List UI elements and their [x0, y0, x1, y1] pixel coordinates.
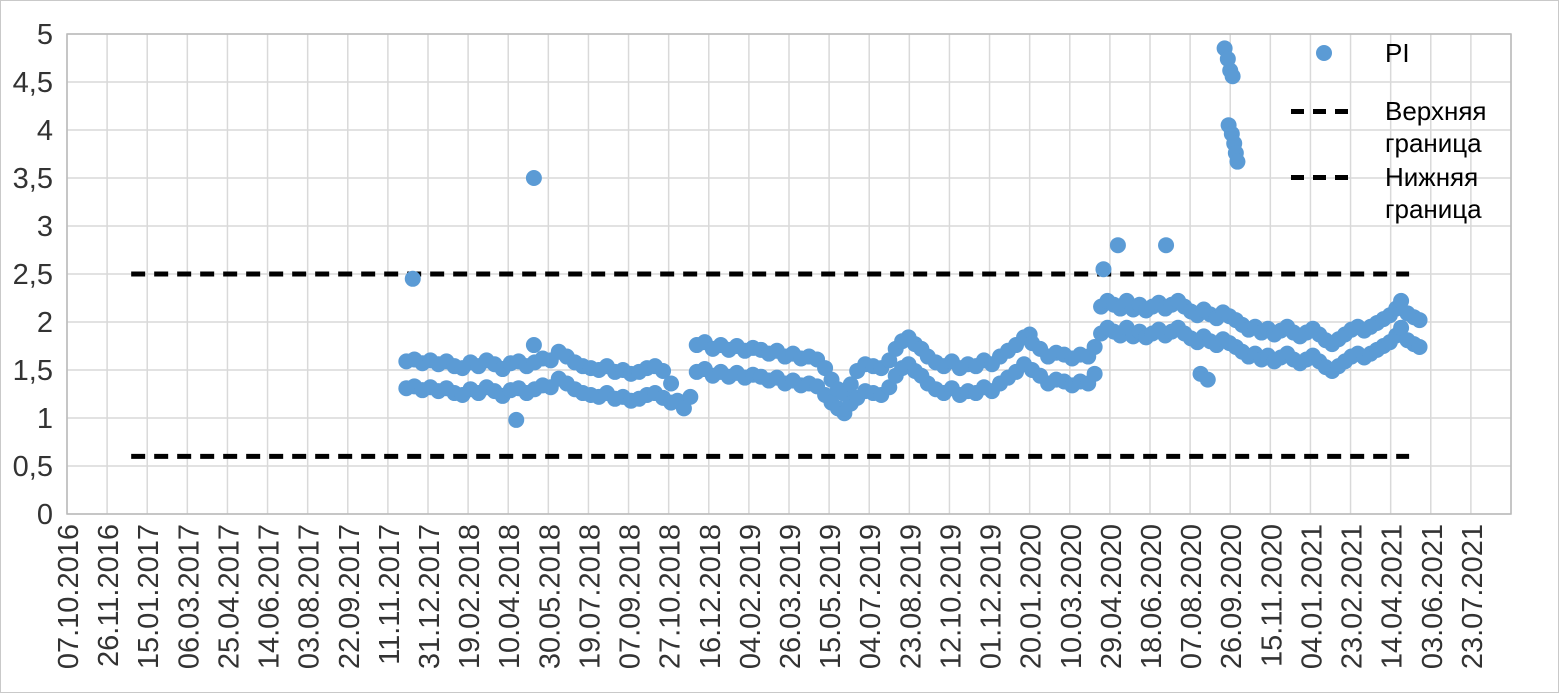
x-tick-label: 15.01.2017 — [133, 524, 165, 669]
x-tick-label: 14.06.2017 — [254, 524, 286, 669]
pi-data-point[interactable] — [1224, 68, 1241, 85]
pi-data-point[interactable] — [1095, 261, 1112, 278]
y-tick-label: 4 — [37, 115, 53, 147]
pi-data-point[interactable] — [1393, 292, 1410, 309]
legend-label-upper-line1: Верхняя — [1385, 96, 1487, 126]
x-tick-label: 29.04.2020 — [1096, 524, 1128, 669]
y-tick-label: 4,5 — [13, 67, 53, 99]
x-tick-label: 26.03.2019 — [775, 524, 807, 669]
pi-data-point[interactable] — [1086, 338, 1103, 355]
y-tick-label: 3 — [37, 211, 53, 243]
x-tick-label: 04.07.2019 — [855, 524, 887, 669]
pi-data-point[interactable] — [1086, 365, 1103, 382]
x-tick-label: 19.02.2018 — [454, 524, 486, 669]
x-tick-label: 23.08.2019 — [895, 524, 927, 669]
x-tick-label: 15.11.2020 — [1256, 524, 1288, 667]
legend-item-upper-bound[interactable]: Верхняя граница — [1291, 95, 1487, 159]
x-tick-label: 26.09.2020 — [1216, 524, 1248, 669]
y-tick-label: 2,5 — [13, 259, 53, 291]
x-tick-label: 23.07.2021 — [1457, 524, 1489, 669]
pi-data-point[interactable] — [508, 411, 525, 428]
x-tick-label: 31.12.2017 — [414, 524, 446, 669]
legend-label-lower-line1: Нижняя — [1385, 162, 1479, 192]
pi-data-point[interactable] — [663, 375, 680, 392]
pi-data-point[interactable] — [682, 388, 699, 405]
x-tick-label: 10.03.2020 — [1056, 524, 1088, 669]
x-tick-label: 03.06.2021 — [1417, 524, 1449, 669]
x-tick-label: 30.05.2018 — [534, 524, 566, 669]
legend: PI Верхняя граница Нижняя граница — [1291, 37, 1487, 225]
y-tick-label: 2 — [37, 307, 53, 339]
y-tick-label: 5 — [37, 19, 53, 51]
pi-data-point[interactable] — [1229, 153, 1246, 170]
dashed-line-icon — [1291, 108, 1357, 114]
legend-key-upper-bound — [1291, 95, 1357, 127]
legend-key-pi — [1291, 37, 1357, 69]
y-tick-label: 0 — [37, 499, 53, 531]
x-tick-label: 20.01.2020 — [1016, 524, 1048, 669]
pi-data-point[interactable] — [1109, 237, 1126, 254]
pi-data-point[interactable] — [1411, 338, 1428, 355]
x-tick-label: 27.10.2018 — [655, 524, 687, 669]
x-tick-label: 16.12.2018 — [695, 524, 727, 669]
x-tick-label: 25.04.2017 — [213, 524, 245, 669]
x-tick-label: 07.08.2020 — [1176, 524, 1208, 669]
pi-data-point[interactable] — [525, 337, 542, 354]
pi-data-point[interactable] — [404, 270, 421, 287]
x-tick-label: 07.09.2018 — [615, 524, 647, 669]
legend-label-lower-bound: Нижняя граница — [1385, 161, 1482, 225]
pi-data-point[interactable] — [663, 394, 680, 411]
x-tick-label: 19.07.2018 — [574, 524, 606, 669]
pi-data-point[interactable] — [1411, 312, 1428, 329]
x-tick-label: 03.08.2017 — [294, 524, 326, 669]
x-tick-label: 11.11.2017 — [374, 524, 406, 665]
x-tick-label: 18.06.2020 — [1136, 524, 1168, 669]
x-tick-label: 01.12.2019 — [976, 524, 1008, 669]
legend-label-pi: PI — [1385, 38, 1410, 68]
pi-data-point[interactable] — [655, 362, 672, 379]
legend-item-lower-bound[interactable]: Нижняя граница — [1291, 161, 1487, 225]
y-tick-label: 0,5 — [13, 451, 53, 483]
x-tick-label: 06.03.2017 — [173, 524, 205, 669]
legend-label-upper-bound: Верхняя граница — [1385, 95, 1487, 159]
pi-data-point[interactable] — [842, 376, 859, 393]
legend-label-upper-line2: граница — [1385, 128, 1482, 158]
x-tick-label: 15.05.2019 — [815, 524, 847, 669]
y-tick-label: 1,5 — [13, 355, 53, 387]
x-tick-label: 04.01.2021 — [1296, 524, 1328, 669]
legend-label-lower-line2: граница — [1385, 194, 1482, 224]
pi-marker-icon — [1316, 45, 1332, 61]
plot-border — [66, 33, 1512, 515]
x-tick-label: 12.10.2019 — [935, 524, 967, 669]
x-tick-label: 23.02.2021 — [1337, 524, 1369, 669]
x-tick-label: 10.04.2018 — [494, 524, 526, 669]
x-tick-label: 04.02.2019 — [735, 524, 767, 669]
pi-data-point[interactable] — [525, 170, 542, 186]
x-tick-label: 14.04.2021 — [1377, 524, 1409, 669]
legend-key-lower-bound — [1291, 161, 1357, 193]
x-tick-label: 26.11.2016 — [93, 524, 125, 667]
pi-data-point[interactable] — [1199, 371, 1216, 388]
dashed-line-icon — [1291, 174, 1357, 180]
y-tick-label: 1 — [37, 403, 53, 435]
x-tick-label: 07.10.2016 — [53, 524, 85, 669]
pi-data-point[interactable] — [1158, 237, 1175, 254]
y-tick-label: 3,5 — [13, 163, 53, 195]
pi-data-point[interactable] — [1393, 319, 1410, 336]
legend-item-pi[interactable]: PI — [1291, 37, 1487, 69]
x-tick-label: 22.09.2017 — [334, 524, 366, 669]
